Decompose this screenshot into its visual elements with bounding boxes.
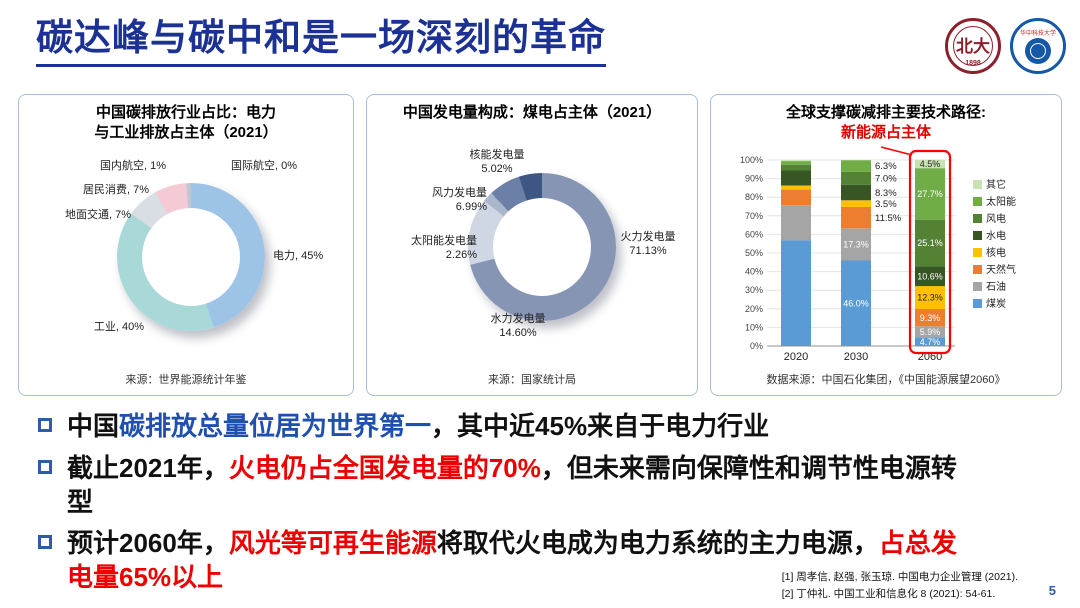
pku-seal-year: 1898 — [965, 60, 981, 67]
svg-text:0%: 0% — [750, 341, 763, 351]
svg-text:10%: 10% — [745, 323, 763, 333]
svg-text:25.1%: 25.1% — [917, 238, 943, 248]
pie-slice-label: 国内航空, 1% — [99, 160, 166, 173]
pie-slice-label: 国际航空, 0% — [231, 160, 298, 173]
panel-technology-pathways: 全球支撑碳减排主要技术路径: 新能源占主体 0% 10% 20% 30% 40% 50% 60… — [710, 94, 1062, 396]
panel-title-line1: 全球支撑碳减排主要技术路径: — [786, 104, 986, 121]
hust-emblem-icon — [1025, 38, 1051, 64]
reference-line: [2] 丁仲礼. 中国工业和信息化 8 (2021): 54-61. — [781, 587, 996, 600]
pie-slice-label: 居民消费, 7% — [82, 184, 149, 197]
bullet-text-segment: 中国 — [67, 411, 120, 441]
svg-text:70%: 70% — [745, 211, 763, 221]
pie-slice-label: 工业, 40% — [93, 321, 145, 334]
svg-text:煤炭: 煤炭 — [986, 297, 1006, 310]
hust-ring-text: 华中科技大学 — [1019, 31, 1056, 37]
generation-donut-chart: 火力发电量 71.13% 水力发电量 14.60% 太阳能发电量 2.26% 风力发电… — [377, 147, 687, 347]
bullet-text-segment: 风光等可再生能源 — [228, 528, 437, 559]
svg-text:100%: 100% — [740, 155, 763, 165]
svg-text:核电: 核电 — [986, 246, 1006, 259]
bullet-text-segment: 截止2021年， — [67, 452, 229, 483]
charts-row: 中国碳排放行业占比：电力 与工业排放占主体（2021） 电力, 45% 工业, 4… — [0, 94, 1080, 396]
pie-slice-label: 风力发电量 6.99% — [432, 187, 487, 213]
svg-text:7.0%: 7.0% — [875, 174, 897, 185]
logo-group: 北大 1898 华中科技大学 — [945, 18, 1066, 74]
bullet-text: 截止2021年，火电仍占全国发电量的70%，但未来需向保障性和调节性电源转型 — [67, 452, 972, 520]
bullet-item: 预计2060年，风光等可再生能源将取代火电成为电力系统的主力电源，占总发电量65… — [38, 527, 1054, 595]
svg-text:4.5%: 4.5% — [920, 159, 941, 169]
bullet-square-icon — [38, 418, 52, 432]
pie-slice-label: 火力发电量 71.13% — [620, 231, 676, 257]
reference-line: [1] 周孝信, 赵强, 张玉琼. 中国电力企业管理 (2021). — [781, 571, 1018, 584]
peking-university-logo: 北大 1898 — [945, 18, 1001, 74]
svg-text:60%: 60% — [745, 230, 763, 240]
svg-text:12.3%: 12.3% — [917, 293, 943, 303]
bullet-item: 截止2021年，火电仍占全国发电量的70%，但未来需向保障性和调节性电源转型 — [38, 452, 1054, 520]
svg-text:46.0%: 46.0% — [843, 299, 869, 309]
bullet-text-segment: 预计2060年， — [67, 528, 229, 559]
svg-text:天然气: 天然气 — [986, 263, 1016, 276]
bullet-text-segment: ，但未来需向保障性和调节性电源转型 — [67, 452, 957, 517]
svg-text:3.5%: 3.5% — [875, 199, 897, 210]
svg-text:风电: 风电 — [986, 212, 1006, 225]
svg-text:27.7%: 27.7% — [917, 189, 943, 199]
panel-emissions-by-sector: 中国碳排放行业占比：电力 与工业排放占主体（2021） 电力, 45% 工业, 4… — [18, 94, 354, 396]
svg-text:4.7%: 4.7% — [920, 337, 941, 347]
pie-slice-label: 地面交通, 7% — [64, 209, 131, 222]
pie-slice-label: 水力发电量 14.60% — [490, 313, 546, 339]
bullet-list: 中国碳排放总量位居为世界第一，其中近45%来自于电力行业 截止2021年，火电仍… — [0, 396, 1080, 595]
stacked-bar-chart: 0% 10% 20% 30% 40% 50% 60% 70% 80% 90% 100% 2020 46.… — [740, 146, 1016, 363]
hust-logo: 华中科技大学 — [1010, 18, 1066, 74]
pie-slice-label: 核能发电量 5.02% — [469, 149, 525, 175]
donut-ring — [468, 173, 616, 322]
svg-text:40%: 40% — [745, 267, 763, 277]
bullet-text: 预计2060年，风光等可再生能源将取代火电成为电力系统的主力电源，占总发电量65… — [67, 527, 972, 595]
panel-title-highlight: 新能源占主体 — [840, 124, 931, 142]
svg-text:水电: 水电 — [986, 229, 1006, 242]
svg-text:10.6%: 10.6% — [917, 272, 943, 282]
svg-text:9.3%: 9.3% — [920, 313, 941, 323]
svg-text:石油: 石油 — [986, 280, 1006, 293]
svg-text:11.5%: 11.5% — [875, 213, 902, 224]
svg-text:2030: 2030 — [844, 351, 868, 363]
pie-slice-label: 电力, 45% — [273, 250, 324, 263]
bullet-square-icon — [38, 459, 52, 474]
bullet-text-segment: 碳排放总量位居为世界第一 — [119, 411, 432, 441]
references: [1] 周孝信, 赵强, 张玉琼. 中国电力企业管理 (2021). [2] 丁… — [782, 569, 1018, 602]
bullet-text-segment: 占总发电量65%以上 — [67, 528, 957, 593]
chart-source: 数据来源：中国石化集团，《中国能源展望2060》 — [766, 374, 1006, 386]
panel-title: 中国碳排放行业占比：电力 与工业排放占主体（2021） — [94, 104, 278, 142]
svg-text:5.9%: 5.9% — [920, 327, 941, 337]
bullet-square-icon — [38, 535, 52, 550]
panel-title: 中国发电量构成：煤电占主体（2021） — [402, 104, 662, 121]
svg-text:30%: 30% — [745, 285, 763, 295]
svg-text:50%: 50% — [745, 248, 763, 258]
svg-text:20%: 20% — [745, 304, 763, 314]
page-title: 碳达峰与碳中和是一场深刻的革命 — [36, 17, 606, 67]
bullet-text-segment: ，其中近45%来自于电力行业 — [431, 411, 770, 441]
donut-ring — [117, 183, 265, 332]
svg-text:90%: 90% — [745, 174, 763, 184]
svg-text:6.3%: 6.3% — [875, 161, 897, 172]
bullet-item: 中国碳排放总量位居为世界第一，其中近45%来自于电力行业 — [38, 410, 1054, 444]
svg-text:17.3%: 17.3% — [843, 240, 869, 250]
panel-title: 全球支撑碳减排主要技术路径: 新能源占主体 — [786, 103, 986, 144]
chart-source: 来源：国家统计局 — [488, 374, 576, 386]
svg-text:太阳能: 太阳能 — [986, 195, 1016, 208]
svg-text:8.3%: 8.3% — [875, 188, 897, 199]
pie-slice-label: 太阳能发电量 2.26% — [411, 235, 477, 261]
bullet-text-segment: 火电仍占全国发电量的70% — [228, 452, 541, 483]
panel-power-generation-mix: 中国发电量构成：煤电占主体（2021） 火力发电量 71.13% 水力发电量 14… — [366, 94, 698, 396]
bullet-text: 中国碳排放总量位居为世界第一，其中近45%来自于电力行业 — [67, 410, 769, 444]
chart-source: 来源：世界能源统计年鉴 — [125, 374, 247, 386]
svg-text:2020: 2020 — [784, 351, 808, 363]
pku-seal-text: 北大 — [953, 26, 993, 66]
bullet-text-segment: 将取代火电成为电力系统的主力电源， — [436, 528, 879, 559]
emissions-donut-chart: 电力, 45% 工业, 40% 地面交通, 7% 居民消费, 7% 国内航空, 1% 国际… — [31, 157, 341, 357]
svg-text:其它: 其它 — [986, 178, 1006, 191]
page-number: 5 — [1048, 583, 1056, 598]
svg-text:80%: 80% — [745, 192, 763, 202]
slide-header: 碳达峰与碳中和是一场深刻的革命 北大 1898 华中科技大学 — [0, 0, 1080, 94]
